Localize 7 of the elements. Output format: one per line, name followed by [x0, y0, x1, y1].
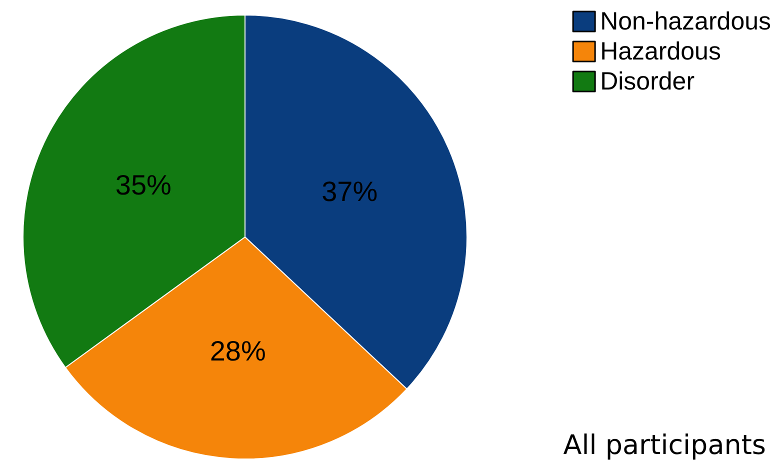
- data-label: 35%: [115, 170, 172, 201]
- data-label: 37%: [322, 176, 378, 208]
- text: All participants: [563, 430, 766, 461]
- data-label: 28%: [210, 335, 266, 366]
- legend-label: Non-hazardous: [600, 8, 771, 36]
- legend-label: Hazardous: [600, 38, 721, 66]
- legend-label: Disorder: [600, 68, 695, 96]
